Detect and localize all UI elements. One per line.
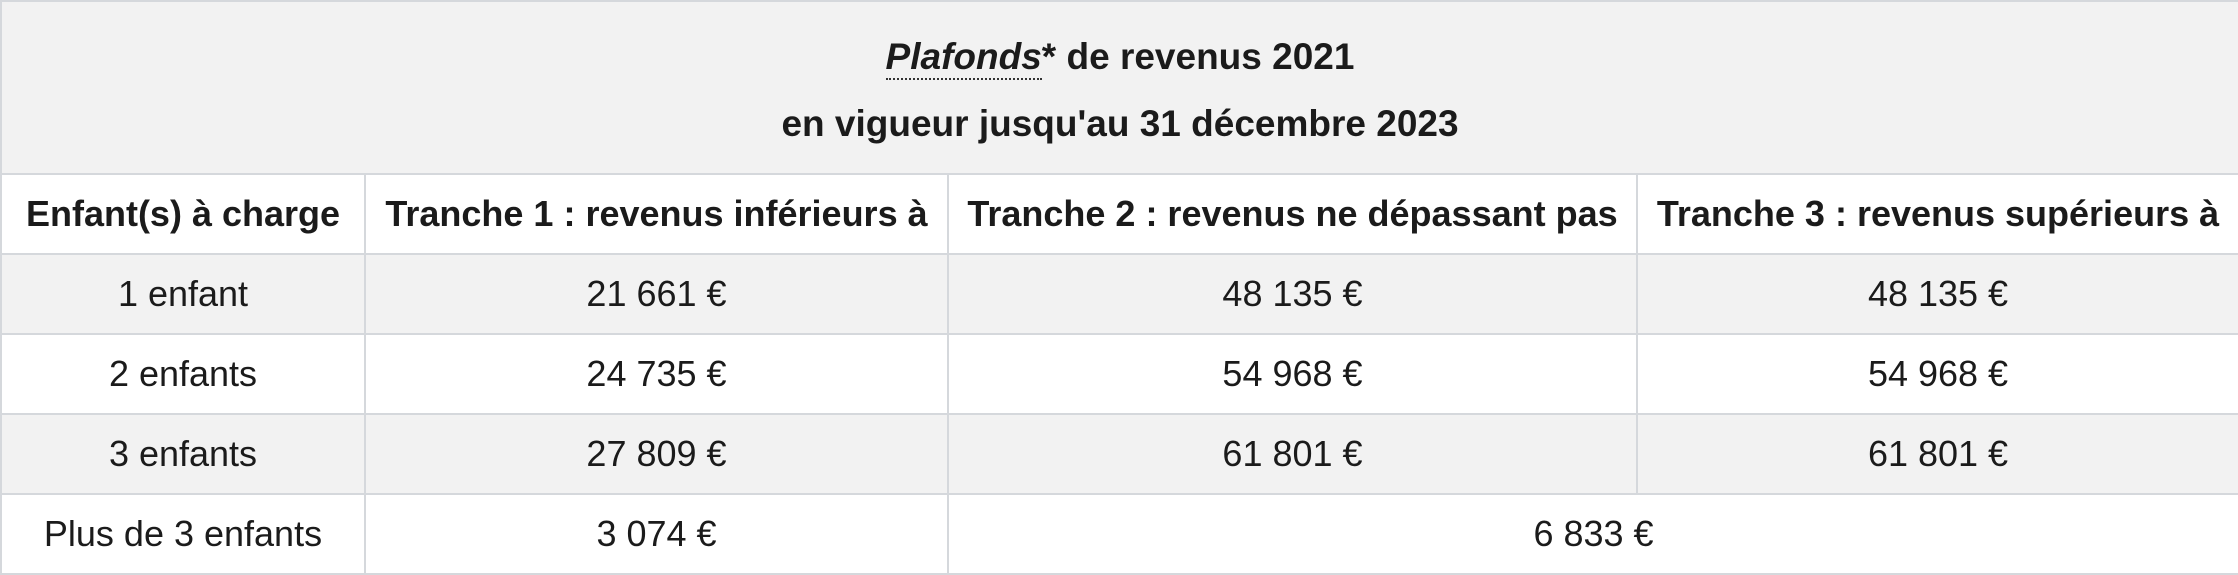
table-row: 2 enfants 24 735 € 54 968 € 54 968 € xyxy=(0,333,2238,415)
row-label: 3 enfants xyxy=(0,413,366,495)
plafonds-abbreviation[interactable]: Plafonds xyxy=(885,35,1042,80)
cell-tranche-3: 61 801 € xyxy=(1635,413,2238,495)
header-tranche-1: Tranche 1 : revenus inférieurs à xyxy=(364,173,949,255)
cell-tranche-1: 27 809 € xyxy=(364,413,949,495)
cell-tranche-2: 54 968 € xyxy=(947,333,1638,415)
cell-tranche-3: 54 968 € xyxy=(1635,333,2238,415)
table-row: Plus de 3 enfants 3 074 € 6 833 € xyxy=(0,493,2238,575)
cell-tranche-3: 48 135 € xyxy=(1635,253,2238,335)
row-label: 1 enfant xyxy=(0,253,366,335)
cell-tranche-1: 24 735 € xyxy=(364,333,949,415)
cell-tranche-2: 61 801 € xyxy=(947,413,1638,495)
cell-tranche-2: 48 135 € xyxy=(947,253,1638,335)
caption-validity: en vigueur jusqu'au 31 décembre 2023 xyxy=(781,102,1459,144)
cell-tranche-1: 21 661 € xyxy=(364,253,949,335)
header-children: Enfant(s) à charge xyxy=(0,173,366,255)
table-row: 3 enfants 27 809 € 61 801 € 61 801 € xyxy=(0,413,2238,495)
row-label: 2 enfants xyxy=(0,333,366,415)
cell-tranche-2-3-merged: 6 833 € xyxy=(946,493,2238,575)
caption-asterisk: * xyxy=(1041,35,1057,77)
table-header-row: Enfant(s) à charge Tranche 1 : revenus i… xyxy=(0,173,2238,255)
table-caption: Plafonds* de revenus 2021 en vigueur jus… xyxy=(0,0,2238,175)
caption-title: Plafonds* de revenus 2021 xyxy=(2,35,2238,80)
header-tranche-2: Tranche 2 : revenus ne dépassant pas xyxy=(947,173,1638,255)
header-tranche-3: Tranche 3 : revenus supérieurs à xyxy=(1635,173,2238,255)
row-label: Plus de 3 enfants xyxy=(0,493,366,575)
cell-tranche-1: 3 074 € xyxy=(364,493,949,575)
caption-title-rest: de revenus 2021 xyxy=(1056,35,1355,77)
table-row: 1 enfant 21 661 € 48 135 € 48 135 € xyxy=(0,253,2238,335)
